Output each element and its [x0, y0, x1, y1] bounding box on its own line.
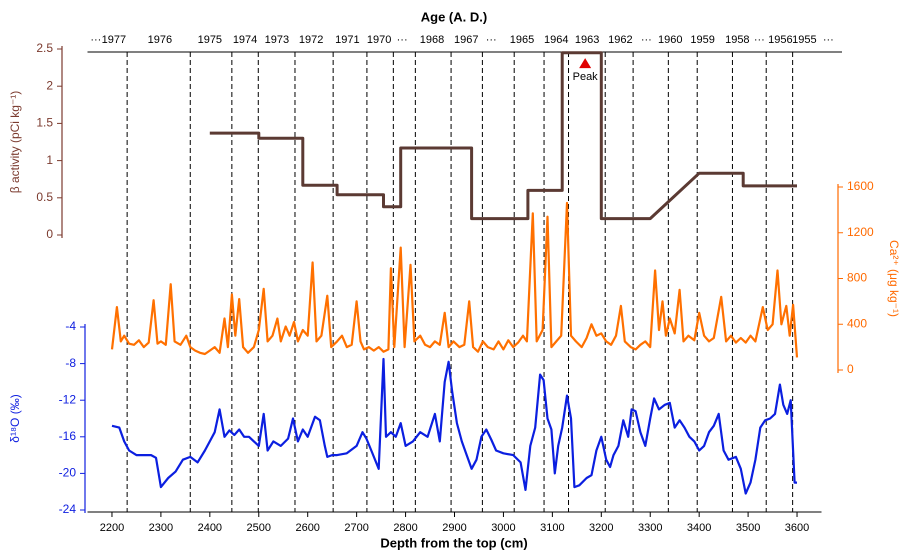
- y-tick-label: -20: [59, 466, 77, 480]
- top-tick-label: 1970: [367, 34, 391, 46]
- top-tick-label: ···: [486, 34, 497, 46]
- data-line: [209, 51, 797, 221]
- x-tick-label: 2200: [100, 522, 124, 534]
- x-tick-label: 3000: [491, 522, 515, 534]
- x-tick-label: 3400: [687, 522, 711, 534]
- top-tick-label: 1958: [725, 34, 749, 46]
- y-tick-label: 0: [847, 362, 854, 376]
- top-tick-label: ···: [754, 34, 765, 46]
- x-tick-label: 2500: [247, 522, 271, 534]
- y-tick-label: 1: [46, 153, 53, 167]
- top-tick-label: 1963: [575, 34, 599, 46]
- y-tick-label: 2: [46, 78, 53, 92]
- y-tick-label: 1200: [847, 225, 874, 239]
- top-tick-label: 1960: [658, 34, 682, 46]
- data-line: [110, 201, 799, 358]
- x-tick-label: 2700: [344, 522, 368, 534]
- top-tick-label: ···: [641, 34, 652, 46]
- peak-marker: [579, 58, 592, 69]
- data-line: [111, 357, 797, 495]
- y-axis-title: δ¹⁸O (‰): [8, 394, 22, 442]
- top-tick-label: 1974: [233, 34, 257, 46]
- y-tick-label: 0: [46, 227, 53, 241]
- peak-label: Peak: [573, 71, 599, 83]
- top-tick-label: 1977: [102, 34, 126, 46]
- y-axis-title: Ca²⁺ (μg kg⁻¹): [887, 240, 901, 317]
- y-tick-label: 0.5: [36, 190, 53, 204]
- x-tick-label: 2600: [295, 522, 319, 534]
- x-tick-label: 2800: [393, 522, 417, 534]
- x-axis-title: Depth from the top (cm): [380, 535, 527, 550]
- top-tick-label: 1972: [299, 34, 323, 46]
- top-tick-label: 1967: [454, 34, 478, 46]
- x-tick-label: 3500: [736, 522, 760, 534]
- top-tick-label: 1976: [148, 34, 172, 46]
- y-tick-label: -8: [65, 356, 76, 370]
- y-tick-label: 800: [847, 271, 867, 285]
- top-tick-label: 1964: [544, 34, 568, 46]
- top-tick-label: 1962: [608, 34, 632, 46]
- top-tick-label: 1968: [420, 34, 444, 46]
- top-tick-label: 1956: [768, 34, 792, 46]
- y-tick-label: -16: [59, 429, 77, 443]
- top-tick-label: ···: [823, 34, 834, 46]
- y-axis-title: β activity (pCi kg⁻¹): [8, 91, 22, 194]
- top-tick-label: ···: [90, 34, 101, 46]
- y-tick-label: -4: [65, 319, 76, 333]
- top-axis-title: Age (A. D.): [421, 9, 487, 24]
- x-tick-label: 3100: [540, 522, 564, 534]
- y-tick-label: -12: [59, 392, 77, 406]
- x-tick-label: 3200: [589, 522, 613, 534]
- top-tick-label: 1955: [792, 34, 816, 46]
- top-tick-label: 1965: [510, 34, 534, 46]
- top-tick-label: 1971: [335, 34, 359, 46]
- x-tick-label: 2300: [149, 522, 173, 534]
- top-tick-label: 1973: [265, 34, 289, 46]
- y-tick-label: 400: [847, 316, 867, 330]
- y-tick-label: 1.5: [36, 116, 53, 130]
- x-tick-label: 3300: [638, 522, 662, 534]
- x-tick-label: 3600: [785, 522, 809, 534]
- top-tick-label: 1959: [690, 34, 714, 46]
- y-tick-label: -24: [59, 502, 77, 516]
- top-tick-label: 1975: [198, 34, 222, 46]
- top-tick-label: ···: [397, 34, 408, 46]
- x-tick-label: 2900: [442, 522, 466, 534]
- x-tick-label: 2400: [198, 522, 222, 534]
- y-tick-label: 2.5: [36, 41, 53, 55]
- y-tick-label: 1600: [847, 179, 874, 193]
